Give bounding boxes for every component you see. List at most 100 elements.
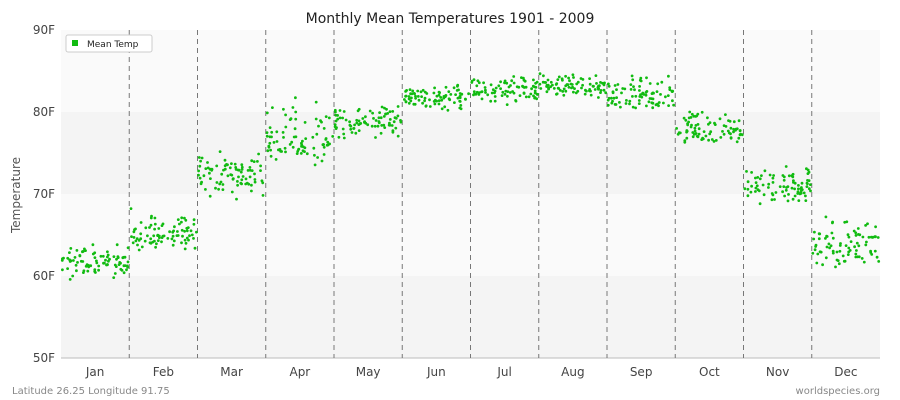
data-point [322,145,326,149]
data-point [545,90,549,94]
data-point [394,126,398,130]
plot-band [61,276,880,358]
data-point [197,173,200,177]
data-point [202,174,206,178]
data-point [682,116,686,120]
data-point [168,230,172,234]
data-point [364,121,368,125]
data-point [791,197,795,201]
data-point [424,104,428,108]
data-point [176,230,179,233]
data-point [484,88,487,92]
data-point [231,177,235,181]
data-point [866,222,869,226]
data-point [447,90,451,93]
data-point [648,82,652,85]
data-point [200,180,204,184]
data-point [297,147,301,151]
data-point [188,234,191,238]
data-point [706,116,709,120]
data-point [235,197,238,201]
data-point [74,263,78,267]
data-point [828,246,831,250]
data-point [414,94,417,98]
data-point [173,225,176,229]
data-point [503,79,507,83]
data-point [61,268,64,272]
data-point [618,101,621,104]
data-point [620,91,623,95]
data-point [237,175,240,179]
data-point [301,149,305,153]
data-point [686,123,690,127]
data-point [278,148,281,152]
data-point [489,99,493,103]
data-point [634,106,637,110]
legend-entry-mean-temp: Mean Temp [87,40,139,50]
data-point [317,124,320,128]
data-point [771,176,775,180]
data-point [288,143,292,146]
data-point [746,187,750,191]
data-point [336,117,340,121]
data-point [81,250,85,253]
data-point [171,243,175,247]
data-point [189,229,193,233]
data-point [599,91,602,94]
data-point [611,90,615,94]
data-point [651,106,655,110]
data-point [250,159,254,163]
data-point [615,88,618,91]
data-point [754,186,758,190]
data-point [547,87,550,91]
data-point [581,83,584,87]
data-point [322,143,325,147]
data-point [524,95,528,99]
data-point [625,99,628,102]
y-axis-label: Temperature [9,157,23,234]
data-point [570,83,574,86]
data-point [130,235,133,239]
data-point [283,146,287,150]
data-point [423,99,426,103]
data-point [432,91,436,95]
data-point [149,237,153,241]
data-point [796,192,800,195]
data-point [773,198,776,201]
data-point [710,138,714,141]
data-point [844,244,848,248]
data-point [599,89,603,92]
data-point [338,116,342,120]
data-point [824,256,828,260]
data-point [729,132,732,136]
data-point [745,170,748,173]
data-point [350,131,354,134]
data-point [458,94,462,98]
data-point [623,87,627,91]
data-point [421,88,425,92]
data-point [610,101,614,105]
data-point [628,102,631,106]
data-point [275,130,279,134]
data-point [805,181,809,185]
data-point [604,91,608,95]
data-point [721,130,724,133]
data-point [697,132,701,136]
data-point [696,123,700,126]
data-point [650,97,653,100]
data-point [606,98,610,102]
data-point [366,123,370,127]
data-point [857,244,861,248]
data-point [499,80,502,84]
data-point [861,235,865,239]
data-point [493,91,496,95]
data-point [101,254,105,258]
data-point [535,97,539,101]
data-point [352,127,355,130]
data-point [230,173,234,177]
data-point [792,179,795,183]
data-point [633,88,636,92]
data-point [696,135,700,139]
x-tick-label: Sep [630,365,653,379]
data-point [630,74,634,78]
